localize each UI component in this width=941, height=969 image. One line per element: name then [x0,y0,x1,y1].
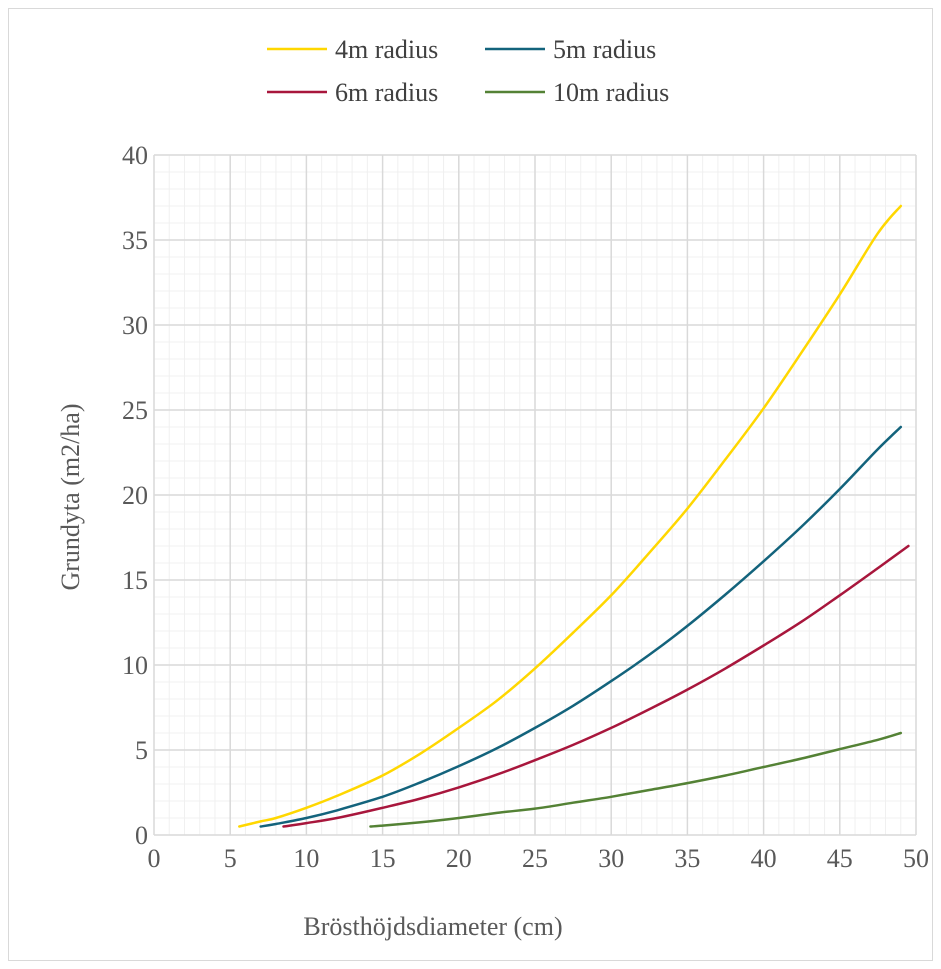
x-tick-label: 15 [370,844,396,873]
series-line-6m-radius [282,544,910,828]
legend-item-4m-radius: 4m radius [267,35,438,64]
x-tick-label: 5 [224,844,237,873]
x-tick-label: 30 [598,844,624,873]
x-tick-label: 0 [148,844,161,873]
chart-area: 0 5 10 15 20 25 30 35 40 45 50 0 5 10 15 20 25 30 35 40 4m… [8,8,933,961]
y-tick-label: 25 [122,396,148,425]
y-tick-label: 40 [122,141,148,170]
chart-svg: 0 5 10 15 20 25 30 35 40 45 50 0 5 10 15 20 25 30 35 40 4m… [56,35,930,941]
x-tick-label: 25 [522,844,548,873]
x-axis-ticks: 0 5 10 15 20 25 30 35 40 45 50 [148,844,930,873]
y-axis-title: Grundyta (m2/ha) [56,403,85,590]
legend-item-10m-radius: 10m radius [485,78,669,107]
x-tick-label: 20 [446,844,472,873]
legend-item-5m-radius: 5m radius [485,35,656,64]
y-tick-label: 30 [122,311,148,340]
legend-item-6m-radius: 6m radius [267,78,438,107]
y-tick-label: 20 [122,481,148,510]
grid [153,154,917,836]
y-tick-label: 15 [122,566,148,595]
y-axis-ticks: 0 5 10 15 20 25 30 35 40 [122,141,148,850]
legend-label: 5m radius [553,35,656,64]
x-tick-label: 35 [674,844,700,873]
series-line-10m-radius [369,731,903,828]
x-tick-label: 50 [903,844,929,873]
y-tick-label: 0 [135,821,148,850]
x-tick-label: 40 [751,844,777,873]
x-axis-title: Brösthöjdsdiameter (cm) [303,912,562,941]
x-tick-label: 10 [293,844,319,873]
legend-label: 4m radius [335,35,438,64]
series-lines [238,204,910,828]
series-line-4m-radius [238,204,903,828]
legend: 4m radius 5m radius 6m radius 10m radius [267,35,669,107]
y-tick-label: 35 [122,226,148,255]
legend-label: 10m radius [553,78,669,107]
series-line-5m-radius [259,425,903,828]
y-tick-label: 5 [135,736,148,765]
y-tick-label: 10 [122,651,148,680]
x-tick-label: 45 [827,844,853,873]
legend-label: 6m radius [335,78,438,107]
